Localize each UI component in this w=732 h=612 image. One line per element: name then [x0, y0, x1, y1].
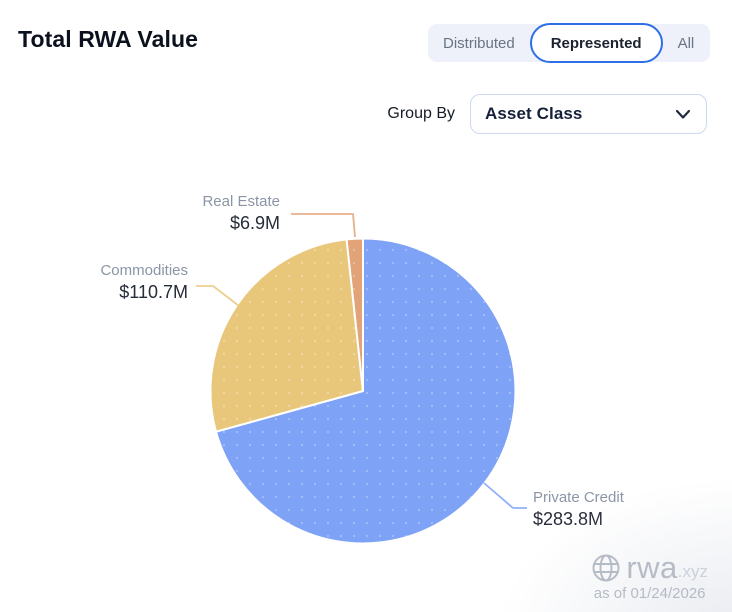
toggle-option-represented[interactable]: Represented: [529, 23, 663, 63]
chevron-down-icon: [675, 109, 691, 119]
group-by-label: Group By: [387, 105, 455, 122]
leader-line-real-estate: [291, 213, 356, 238]
toggle-option-represented-label: Represented: [550, 34, 642, 52]
view-toggle: Distributed Represented All: [428, 23, 710, 63]
watermark-brand: rwa: [626, 550, 678, 585]
group-by-selected-value: Asset Class: [485, 104, 583, 123]
watermark: rwa .xyz as of 01/24/2026: [591, 550, 708, 603]
globe-icon: [592, 554, 620, 582]
watermark-as-of: as of 01/24/2026: [593, 585, 706, 602]
slice-label-commodities: Commodities $110.7M: [100, 261, 188, 303]
slice-value: $6.9M: [229, 213, 280, 233]
toggle-option-all[interactable]: All: [677, 34, 695, 52]
toggle-option-distributed[interactable]: Distributed: [443, 34, 515, 52]
group-by-dropdown[interactable]: Asset Class: [470, 94, 707, 134]
leader-line-commodities: [196, 285, 240, 307]
slice-label-real-estate: Real Estate $6.9M: [202, 192, 280, 234]
slice-name: Commodities: [100, 262, 188, 279]
page-title: Total RWA Value: [18, 26, 198, 52]
slice-value: $110.7M: [119, 282, 188, 302]
watermark-brand-suffix: .xyz: [677, 562, 708, 581]
corner-shade: [502, 482, 732, 612]
slice-name: Real Estate: [202, 193, 280, 210]
